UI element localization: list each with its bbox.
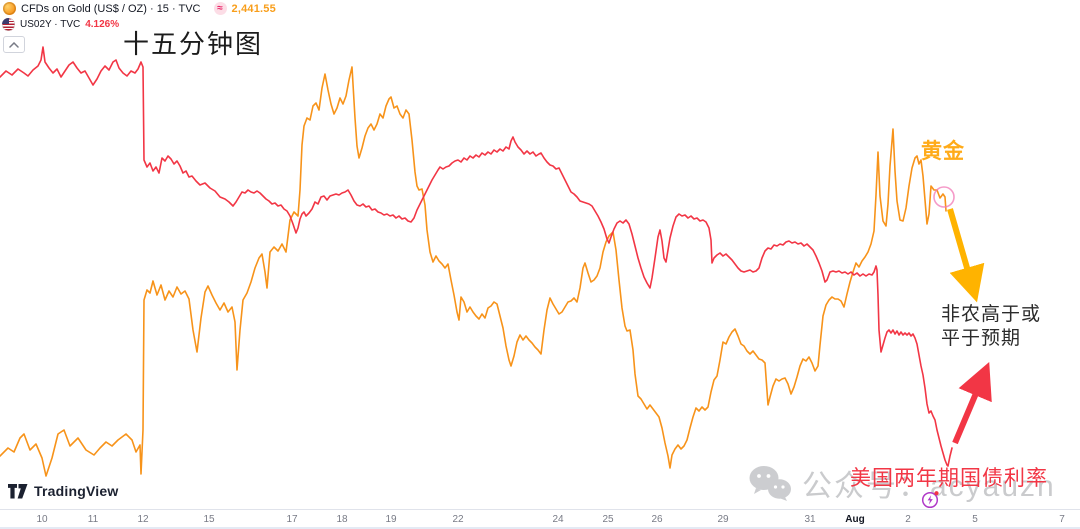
gold-line xyxy=(0,66,947,477)
x-axis-label: 17 xyxy=(286,514,298,525)
x-axis-label: 25 xyxy=(602,514,614,525)
x-axis-label: 12 xyxy=(137,514,149,525)
x-axis-label: 29 xyxy=(717,514,729,525)
x-axis-label: Aug xyxy=(845,514,865,525)
event-marker[interactable] xyxy=(921,490,941,509)
chevron-up-icon xyxy=(9,41,19,48)
us-flag-icon xyxy=(2,18,15,31)
x-axis-label: 5 xyxy=(972,514,978,525)
red-arrow xyxy=(952,362,992,445)
tradingview-mark-icon xyxy=(8,483,28,498)
x-axis-label: 19 xyxy=(385,514,397,525)
us2y-annotation-label: 美国两年期国债利率 xyxy=(850,467,1048,490)
x-axis-label: 26 xyxy=(651,514,663,525)
us-flag-canton xyxy=(2,18,9,24)
x-axis-label: 10 xyxy=(36,514,48,525)
x-axis-label: 11 xyxy=(87,514,99,525)
wechat-icon xyxy=(749,466,791,501)
x-axis-label: 22 xyxy=(452,514,464,525)
time-axis[interactable]: 10 11 12 15 17 18 19 22 24 25 26 29 31 Aug 2 5 7 xyxy=(0,509,1080,528)
x-axis-label: 2 xyxy=(905,514,911,525)
lightning-icon xyxy=(921,491,939,509)
x-axis-label: 18 xyxy=(336,514,348,525)
tradingview-logo[interactable]: TradingView xyxy=(8,483,118,499)
us02y-last-value: 4.126% xyxy=(85,19,120,30)
page-title: 十五分钟图 xyxy=(123,29,264,59)
approx-icon: ≈ xyxy=(213,2,227,15)
gold-last-price: 2,441.55 xyxy=(231,2,276,15)
x-axis-label: 15 xyxy=(203,514,215,525)
end-point-circle xyxy=(933,186,955,208)
x-axis-label: 7 xyxy=(1059,514,1065,525)
symbol-row-us02y[interactable]: US02Y · TVC 4.126% xyxy=(2,18,119,31)
gold-coin-icon xyxy=(3,2,16,15)
gold-annotation-label: 黄金 xyxy=(921,140,965,163)
tradingview-wordmark: TradingView xyxy=(34,483,119,499)
symbol-title-gold: CFDs on Gold (US$ / OZ) · 15 · TVC xyxy=(21,2,201,15)
symbol-row-gold[interactable]: CFDs on Gold (US$ / OZ) · 15 · TVC ≈ 2,4… xyxy=(3,2,276,15)
x-axis-label: 24 xyxy=(552,514,564,525)
nfp-annotation-note: 非农高于或 平于预期 xyxy=(941,304,1042,349)
collapse-legend-button[interactable] xyxy=(3,36,25,53)
gold-arrow xyxy=(947,208,985,303)
symbol-title-us02y: US02Y · TVC xyxy=(20,19,81,30)
us02y-line xyxy=(0,46,953,467)
panel-divider xyxy=(0,527,1080,529)
x-axis-label: 31 xyxy=(804,514,816,525)
